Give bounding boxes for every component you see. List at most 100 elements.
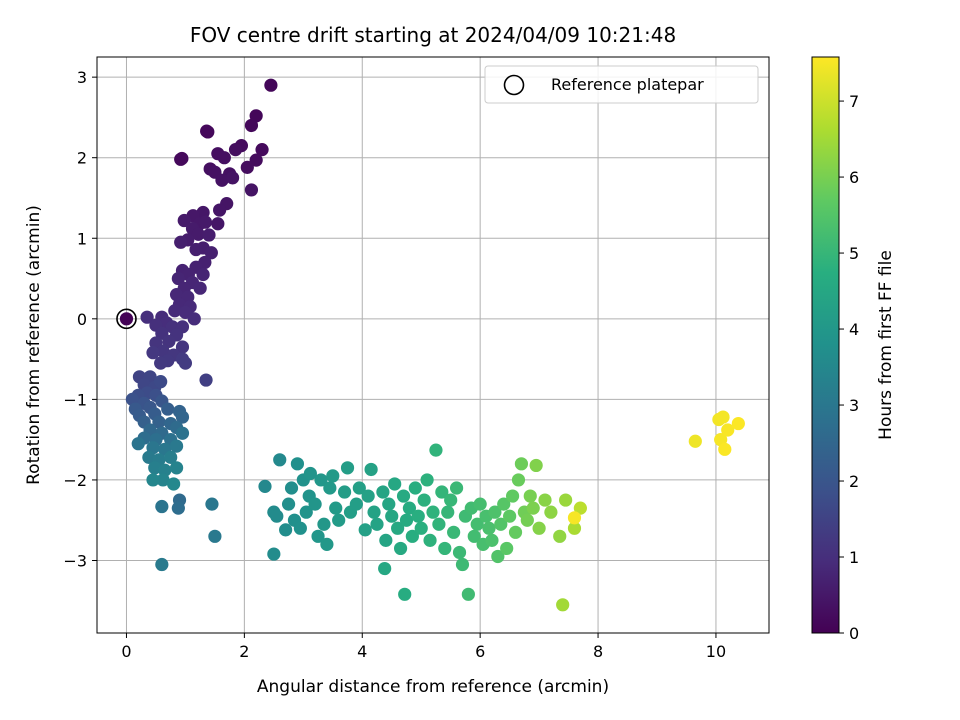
data-point xyxy=(171,501,185,515)
data-point xyxy=(482,521,496,535)
data-point xyxy=(391,521,405,535)
data-point xyxy=(175,340,190,354)
data-point xyxy=(290,457,305,471)
data-point xyxy=(152,415,166,429)
data-point xyxy=(258,479,272,493)
data-point xyxy=(429,443,443,457)
data-point xyxy=(155,499,169,514)
data-point xyxy=(225,171,240,185)
data-point xyxy=(399,513,414,527)
data-point xyxy=(199,373,213,387)
data-point xyxy=(503,509,517,523)
data-point xyxy=(162,334,176,348)
data-point xyxy=(488,505,502,519)
data-point xyxy=(249,153,263,167)
data-point xyxy=(473,497,487,511)
data-point xyxy=(164,450,178,464)
data-point xyxy=(326,469,340,483)
data-point xyxy=(485,533,499,547)
data-point xyxy=(314,473,328,487)
data-point xyxy=(205,497,219,511)
data-point xyxy=(332,513,346,527)
data-point xyxy=(529,458,543,473)
data-point xyxy=(320,537,334,551)
colorbar-tick-label: 6 xyxy=(849,168,859,187)
data-point xyxy=(352,481,366,495)
data-point xyxy=(196,267,210,282)
data-point xyxy=(500,541,514,556)
data-point xyxy=(211,217,225,231)
data-point xyxy=(174,235,188,249)
data-point xyxy=(349,497,363,511)
y-axis-ticks: −3 −2 −1 0 1 2 3 xyxy=(63,68,97,570)
data-point xyxy=(146,346,160,360)
data-point xyxy=(273,453,287,467)
grid-lines xyxy=(97,57,769,633)
data-point xyxy=(494,517,508,531)
data-point xyxy=(491,549,505,564)
colorbar-tick-label: 3 xyxy=(849,396,859,415)
data-point xyxy=(168,304,182,318)
x-tick-label: 0 xyxy=(121,642,131,661)
data-point xyxy=(364,462,378,477)
data-point xyxy=(167,477,181,491)
data-point xyxy=(553,529,567,543)
data-point xyxy=(556,598,570,612)
data-point xyxy=(688,434,702,448)
data-point xyxy=(340,461,355,475)
data-point xyxy=(405,529,419,543)
data-point xyxy=(178,356,193,370)
data-point xyxy=(721,423,735,437)
chart-title: FOV centre drift starting at 2024/04/09 … xyxy=(190,23,676,47)
data-point xyxy=(308,497,322,511)
x-tick-label: 10 xyxy=(706,642,726,661)
data-point xyxy=(731,416,745,431)
reference-point xyxy=(116,308,137,330)
data-point xyxy=(175,151,189,166)
data-point xyxy=(573,501,587,515)
y-tick-label: −3 xyxy=(63,551,87,570)
data-point xyxy=(567,521,582,535)
data-point xyxy=(175,410,190,424)
data-point xyxy=(148,461,162,475)
x-tick-label: 4 xyxy=(357,642,367,661)
data-point xyxy=(379,533,393,547)
legend-box xyxy=(484,65,759,104)
data-point xyxy=(393,541,408,556)
data-point xyxy=(204,246,218,260)
data-point xyxy=(358,523,372,537)
y-tick-label: 2 xyxy=(77,149,87,168)
data-point xyxy=(154,375,168,389)
x-tick-label: 8 xyxy=(593,642,603,661)
data-point xyxy=(376,485,390,499)
data-point xyxy=(119,312,134,326)
data-point xyxy=(367,505,381,519)
data-point xyxy=(140,310,154,324)
data-point xyxy=(281,497,296,511)
y-tick-label: −1 xyxy=(63,390,87,409)
y-tick-label: 1 xyxy=(77,229,87,248)
x-axis-label: Angular distance from reference (arcmin) xyxy=(257,677,609,697)
data-point xyxy=(187,312,201,326)
data-point xyxy=(467,529,481,543)
data-point xyxy=(538,493,552,507)
y-tick-label: 0 xyxy=(77,310,87,329)
data-point xyxy=(408,481,422,495)
colorbar-tick-label: 5 xyxy=(849,244,859,263)
data-point xyxy=(169,439,184,453)
data-point xyxy=(217,151,231,165)
data-point xyxy=(417,493,431,507)
data-point xyxy=(508,525,523,539)
data-point xyxy=(388,477,402,491)
data-point xyxy=(244,118,259,133)
data-point xyxy=(270,509,284,523)
data-point xyxy=(505,489,520,503)
data-point xyxy=(385,509,399,523)
data-point xyxy=(514,457,529,471)
data-point xyxy=(329,501,343,515)
colorbar-tick-label: 7 xyxy=(849,92,859,111)
data-point xyxy=(411,509,425,523)
colorbar-tick-label: 1 xyxy=(849,548,859,567)
data-point xyxy=(244,183,259,197)
legend-label: Reference platepar xyxy=(551,75,704,94)
